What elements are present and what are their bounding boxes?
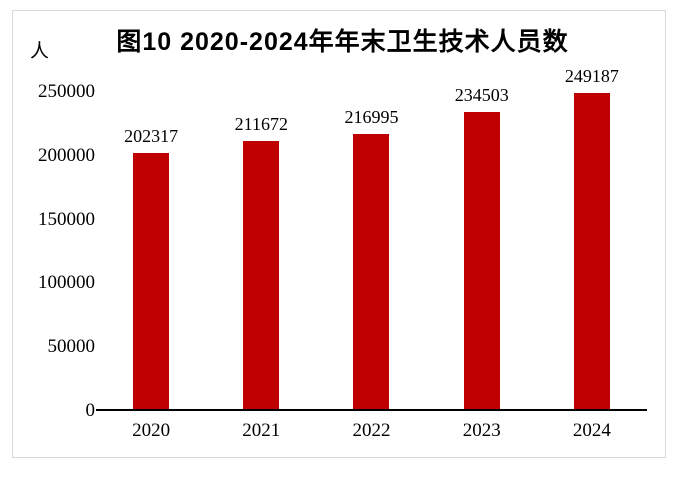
x-tick-label-2024: 2024 <box>572 420 611 441</box>
y-axis-tick-labels: 0 50000 100000 150000 200000 250000 <box>0 82 96 421</box>
bar-slot: 216995 <box>316 92 426 411</box>
y-tick-label: 0 <box>85 400 96 421</box>
bar-slot: 234503 <box>427 85 537 411</box>
bar-slot: 211672 <box>206 92 316 411</box>
x-tick-label-2023: 2023 <box>462 420 501 441</box>
bar-2021 <box>243 140 280 411</box>
plot-area: 202317 211672 216995 234503 249187 <box>96 66 647 411</box>
bar-value-label: 249187 <box>564 66 619 87</box>
bar-value-label: 202317 <box>124 125 179 146</box>
x-axis-category-labels: 2020 2021 2022 2023 2024 <box>96 420 647 444</box>
y-tick-label: 100000 <box>38 272 95 294</box>
x-tick-label-2022: 2022 <box>352 420 391 441</box>
bar-2023 <box>463 111 500 411</box>
y-axis-unit-label: 人 <box>30 41 50 62</box>
bar-2020 <box>133 152 170 411</box>
chart-title: 图10 2020-2024年年末卫生技术人员数 <box>116 28 569 56</box>
bar-value-label: 211672 <box>234 113 288 134</box>
chart-frame <box>12 10 666 458</box>
bar-2022 <box>353 134 390 411</box>
x-axis-line <box>96 409 647 411</box>
bar-value-label: 216995 <box>344 107 399 128</box>
y-tick-label: 50000 <box>47 336 96 358</box>
x-tick-label-2020: 2020 <box>132 420 171 441</box>
y-tick-label: 150000 <box>38 208 95 230</box>
y-tick-label: 200000 <box>38 144 95 166</box>
bar-slot: 202317 <box>96 92 206 411</box>
bar-2024 <box>573 93 610 411</box>
y-tick-label: 250000 <box>38 81 95 102</box>
bar-value-label: 234503 <box>454 84 509 105</box>
x-tick-label-2021: 2021 <box>242 420 281 441</box>
bar-slot: 249187 <box>537 66 647 411</box>
